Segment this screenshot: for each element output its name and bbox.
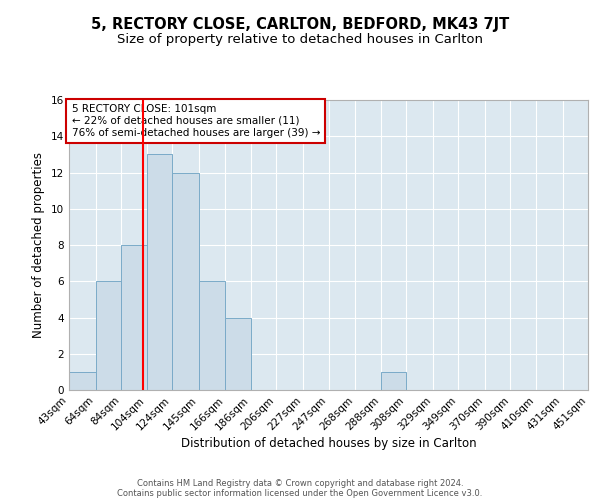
Bar bbox=[380, 372, 406, 390]
Text: 5 RECTORY CLOSE: 101sqm
← 22% of detached houses are smaller (11)
76% of semi-de: 5 RECTORY CLOSE: 101sqm ← 22% of detache… bbox=[71, 104, 320, 138]
Bar bbox=[199, 281, 226, 390]
X-axis label: Distribution of detached houses by size in Carlton: Distribution of detached houses by size … bbox=[181, 438, 476, 450]
Bar bbox=[96, 281, 121, 390]
Bar bbox=[226, 318, 251, 390]
Text: Contains HM Land Registry data © Crown copyright and database right 2024.: Contains HM Land Registry data © Crown c… bbox=[137, 478, 463, 488]
Bar bbox=[69, 372, 96, 390]
Bar bbox=[146, 154, 172, 390]
Y-axis label: Number of detached properties: Number of detached properties bbox=[32, 152, 46, 338]
Text: Contains public sector information licensed under the Open Government Licence v3: Contains public sector information licen… bbox=[118, 488, 482, 498]
Text: 5, RECTORY CLOSE, CARLTON, BEDFORD, MK43 7JT: 5, RECTORY CLOSE, CARLTON, BEDFORD, MK43… bbox=[91, 18, 509, 32]
Bar bbox=[172, 172, 199, 390]
Text: Size of property relative to detached houses in Carlton: Size of property relative to detached ho… bbox=[117, 32, 483, 46]
Bar bbox=[121, 245, 146, 390]
